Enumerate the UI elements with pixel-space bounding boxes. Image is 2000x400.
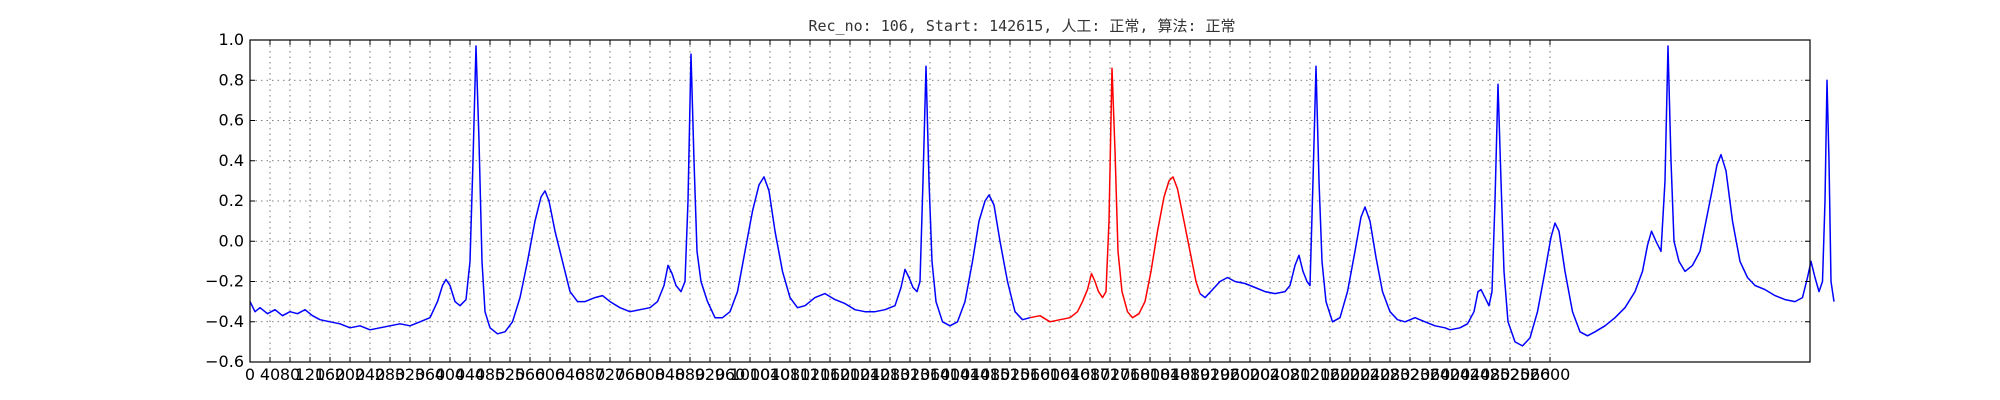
x-tick-label: 2360: [1410, 365, 1451, 384]
x-tick-label: 960: [715, 365, 746, 384]
x-tick-label: 2200: [1330, 365, 1371, 384]
x-tick-label: 1640: [1050, 365, 1091, 384]
x-tick-label: 1680: [1070, 365, 1111, 384]
x-tick-label: 640: [555, 365, 586, 384]
x-tick-label: 1440: [950, 365, 991, 384]
x-tick-label: 280: [375, 365, 406, 384]
x-tick-label: 600: [535, 365, 566, 384]
x-tick-label: 1000: [730, 365, 771, 384]
x-tick-label: 520: [495, 365, 526, 384]
grid: [250, 40, 1810, 362]
x-tick-label: 240: [355, 365, 386, 384]
x-tick-label: 560: [515, 365, 546, 384]
x-tick-label: 2240: [1350, 365, 1391, 384]
x-tick-label: 720: [595, 365, 626, 384]
x-tick-label: 1080: [770, 365, 811, 384]
x-tick-label: 880: [675, 365, 706, 384]
x-tick-label: 1840: [1150, 365, 1191, 384]
x-tick-label: 760: [615, 365, 646, 384]
x-tick-label: 2120: [1290, 365, 1331, 384]
x-tick-label: 840: [655, 365, 686, 384]
x-tick-label: 80: [280, 365, 300, 384]
x-tick-label: 120: [295, 365, 326, 384]
x-tick-label: 2520: [1490, 365, 1531, 384]
x-tick-label: 1320: [890, 365, 931, 384]
x-tick-label: 1400: [930, 365, 971, 384]
x-tick-label: 800: [635, 365, 666, 384]
x-tick-label: 400: [435, 365, 466, 384]
x-tick-label: 1120: [790, 365, 831, 384]
x-tick-label: 2160: [1310, 365, 1351, 384]
x-tick-label: 2480: [1470, 365, 1511, 384]
x-tick-label: 680: [575, 365, 606, 384]
x-tick-label: 2320: [1390, 365, 1431, 384]
x-tick-label: 1480: [970, 365, 1011, 384]
x-tick-label: 1800: [1130, 365, 1171, 384]
x-tick-label: 40: [260, 365, 280, 384]
x-tick-label: 920: [695, 365, 726, 384]
x-tick-label: 1200: [830, 365, 871, 384]
x-tick-label: 1600: [1030, 365, 1071, 384]
x-tick-label: 1720: [1090, 365, 1131, 384]
x-tick-label: 1880: [1170, 365, 1211, 384]
x-tick-label: 160: [315, 365, 346, 384]
y-tick-label: 0.6: [219, 111, 244, 130]
x-tick-label: 1240: [850, 365, 891, 384]
y-tick-label: −0.2: [205, 272, 244, 291]
x-tick-label: 360: [415, 365, 446, 384]
y-tick-label: −0.6: [205, 352, 244, 371]
x-tick-label: 2040: [1250, 365, 1291, 384]
ecg-line-segment: [249, 45, 1031, 335]
x-tick-label: 2400: [1430, 365, 1471, 384]
x-tick-label: 2560: [1510, 365, 1551, 384]
chart-title: Rec_no: 106, Start: 142615, 人工: 正常, 算法: …: [808, 17, 1235, 35]
x-tick-label: 0: [245, 365, 255, 384]
y-tick-label: 0.4: [219, 151, 244, 170]
x-tick-label: 480: [475, 365, 506, 384]
x-tick-label: 440: [455, 365, 486, 384]
x-tick-label: 320: [395, 365, 426, 384]
x-tick-label: 2000: [1230, 365, 1271, 384]
y-tick-label: 0.0: [219, 231, 244, 250]
y-tick-label: 1.0: [219, 30, 244, 49]
highlighted-beat-line: [1029, 67, 1201, 323]
x-tick-label: 1520: [990, 365, 1031, 384]
x-tick-label: 1560: [1010, 365, 1051, 384]
x-tick-label: 2080: [1270, 365, 1311, 384]
ecg-line-segment: [1199, 45, 1835, 347]
axis-ticks: 1.00.80.60.40.20.0−0.2−0.4−0.60 40 8012016…: [205, 30, 1810, 384]
x-tick-label: 1160: [810, 365, 851, 384]
x-tick-label: 2280: [1370, 365, 1411, 384]
x-tick-label: 200: [335, 365, 366, 384]
x-tick-label: 1360: [910, 365, 951, 384]
y-tick-label: 0.2: [219, 191, 244, 210]
x-tick-label: 1960: [1210, 365, 1251, 384]
x-tick-label: 1760: [1110, 365, 1151, 384]
y-tick-label: 0.8: [219, 70, 244, 89]
y-tick-label: −0.4: [205, 312, 244, 331]
x-tick-label: 1040: [750, 365, 791, 384]
x-tick-label: 2440: [1450, 365, 1491, 384]
ecg-signal-series: [249, 45, 1835, 347]
x-tick-label: 2600: [1530, 365, 1571, 384]
x-tick-label: 1280: [870, 365, 911, 384]
x-tick-label: 1920: [1190, 365, 1231, 384]
